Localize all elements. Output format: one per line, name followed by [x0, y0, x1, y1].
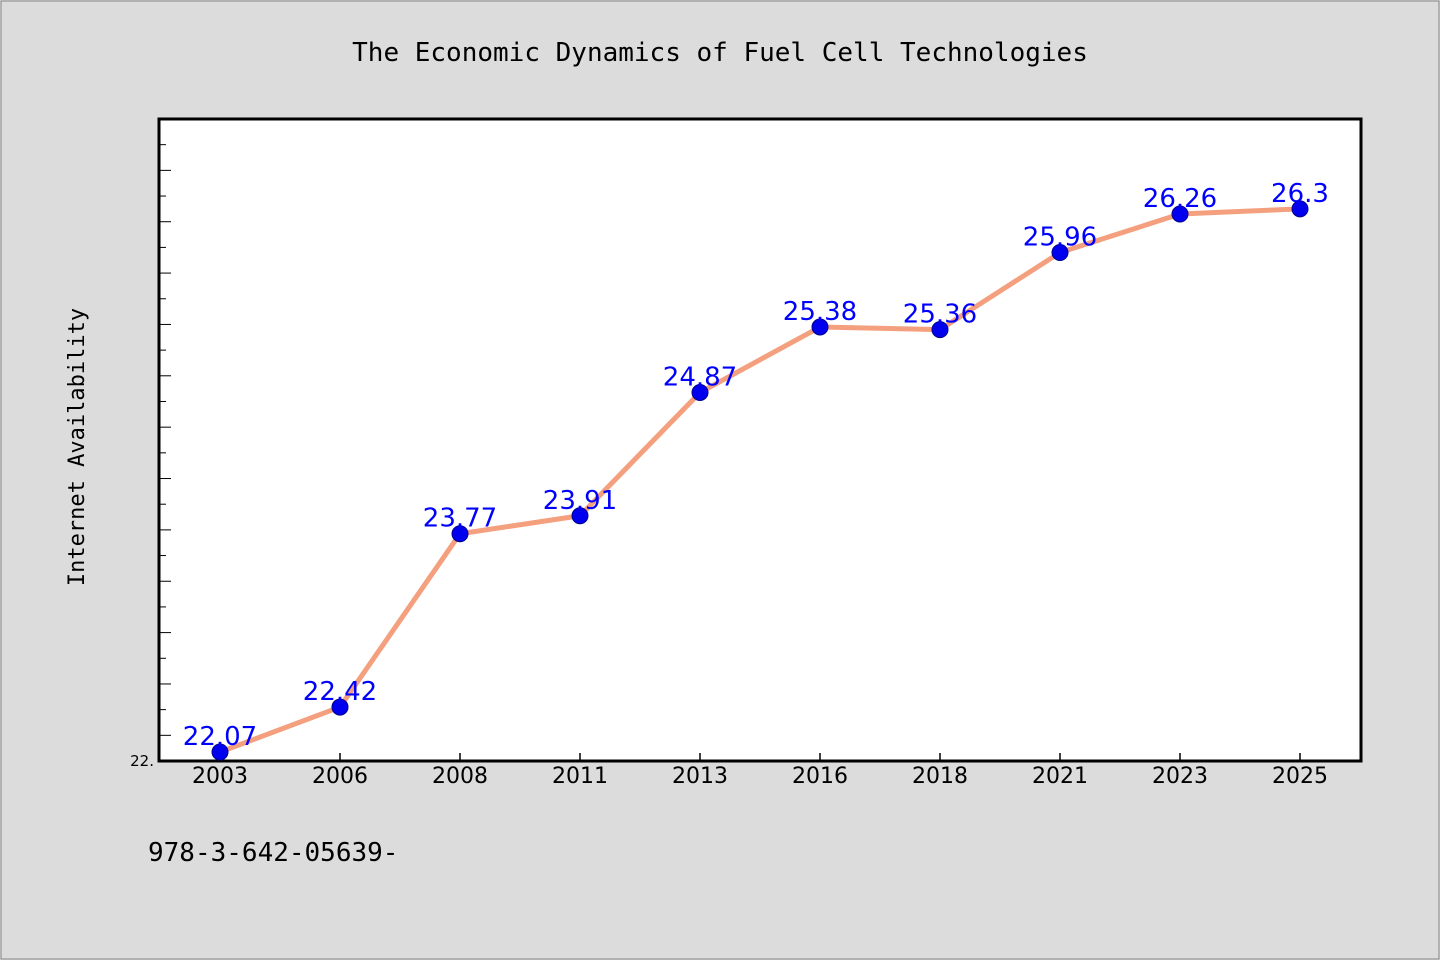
data-label: 23.91 [543, 486, 617, 516]
x-tick-label: 2003 [192, 764, 248, 789]
x-tick-label: 2021 [1032, 764, 1088, 789]
data-label: 22.42 [303, 677, 377, 707]
data-label: 25.36 [903, 300, 977, 330]
data-label: 25.38 [783, 297, 857, 327]
x-tick-label: 2013 [672, 764, 728, 789]
chart-title: The Economic Dynamics of Fuel Cell Techn… [352, 38, 1088, 68]
footer-text: 978-3-642-05639- [148, 838, 398, 868]
y-tick-label: 22. [130, 752, 154, 770]
x-tick-label: 2018 [912, 764, 968, 789]
data-point [211, 743, 229, 761]
data-point [931, 321, 949, 339]
data-point [691, 383, 709, 401]
x-tick-label: 2006 [312, 764, 368, 789]
y-axis-ticks [159, 118, 171, 762]
series-line [217, 206, 1303, 755]
data-point [451, 525, 469, 543]
data-label: 25.96 [1023, 223, 1097, 253]
data-point [331, 698, 349, 716]
data-point [1171, 205, 1189, 223]
x-tick-label: 2008 [432, 764, 488, 789]
data-label: 24.87 [663, 362, 737, 392]
plot-area [157, 117, 1363, 763]
y-axis-label: Internet Availability [65, 308, 90, 586]
x-tick-label: 2023 [1152, 764, 1208, 789]
data-point [1291, 200, 1309, 218]
series-layer [211, 200, 1309, 761]
data-point [811, 318, 829, 336]
data-label-layer: 22.07 22.42 23.77 23.91 24.87 25.38 25.36 25.96… [183, 179, 1329, 752]
data-label: 26.26 [1143, 184, 1217, 214]
x-axis: 2003 2006 2008 2011 2013 2016 2018 2021 2023 2025 [192, 753, 1328, 789]
x-tick-label: 2011 [552, 764, 608, 789]
x-tick-label: 2016 [792, 764, 848, 789]
data-label: 23.77 [423, 504, 497, 534]
data-label: 22.07 [183, 722, 257, 752]
data-point [1051, 244, 1069, 262]
data-point [571, 507, 589, 525]
x-tick-label: 2025 [1272, 764, 1328, 789]
data-label: 26.3 [1271, 179, 1329, 209]
